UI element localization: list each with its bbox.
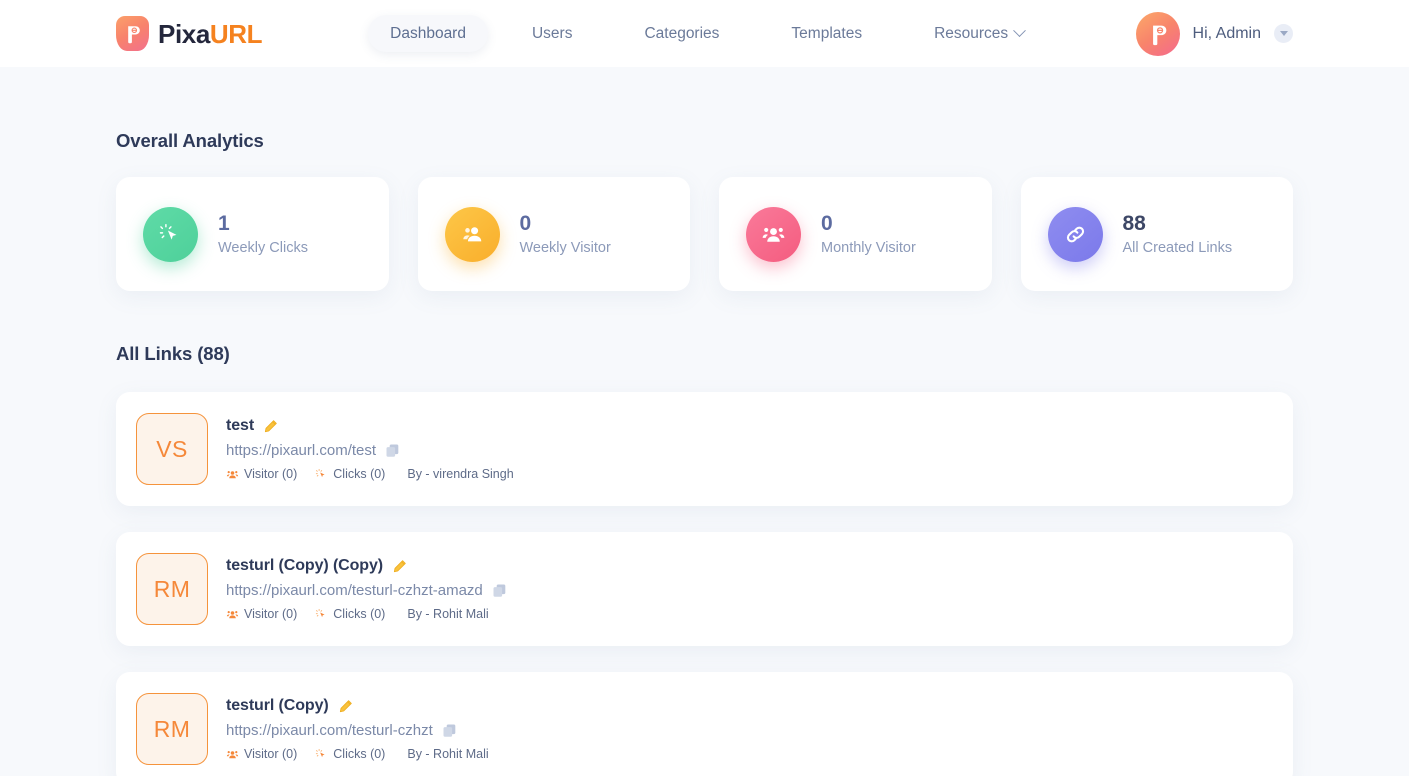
nav-item-users-label: Users (531, 24, 573, 42)
brand-name: PixaURL (158, 18, 263, 49)
pencil-icon[interactable] (263, 419, 278, 434)
link-meta-row: Visitor (0) Clicks (0) By - Rohit Mali (226, 607, 507, 621)
link-details: test https://pixaurl.com/test (226, 417, 514, 481)
link-author: By - Rohit Mali (407, 747, 489, 761)
avatar[interactable] (1135, 11, 1180, 56)
nav-item-resources[interactable]: Resources (912, 15, 1046, 53)
link-meta-row: Visitor (0) Clicks (0) By - Rohit Mali (226, 747, 489, 761)
link-clicks-label: Clicks (0) (333, 607, 386, 621)
stat-value-weekly-visitor: 0 (519, 212, 532, 236)
stat-label-weekly-visitor: Weekly Visitor (519, 239, 611, 256)
chevron-down-icon (1013, 24, 1027, 38)
copy-icon[interactable] (442, 723, 457, 738)
link-title: testurl (Copy) (Copy) (226, 557, 384, 574)
user-menu[interactable]: Hi, Admin (1135, 11, 1293, 56)
link-title-row: testurl (Copy) (226, 697, 489, 715)
link-icon (1047, 206, 1103, 262)
visitor-users-icon (226, 608, 239, 621)
stat-label-weekly-clicks: Weekly Clicks (218, 239, 308, 256)
link-title: testurl (Copy) (226, 697, 329, 714)
nav-item-categories-label: Categories (644, 24, 720, 42)
link-author: By - Rohit Mali (407, 607, 489, 621)
stat-card-weekly-visitor-text: 0 Weekly Visitor (520, 212, 611, 255)
visitor-users-icon (226, 468, 239, 481)
link-visitor-count: Visitor (0) (226, 747, 297, 761)
nav-item-categories[interactable]: Categories (622, 15, 741, 53)
user-group-icon (746, 206, 801, 262)
link-clicks-count: Clicks (0) (315, 607, 385, 621)
user-greeting: Hi, Admin (1192, 24, 1261, 42)
nav-item-resources-label: Resources (934, 24, 1009, 42)
link-url[interactable]: https://pixaurl.com/test (226, 442, 377, 459)
link-visitor-count: Visitor (0) (226, 467, 297, 481)
clicks-cursor-icon (315, 748, 328, 761)
copy-icon[interactable] (385, 443, 400, 458)
link-clicks-count: Clicks (0) (315, 467, 385, 481)
stat-value-monthly-visitor: 0 (821, 212, 833, 236)
stat-card-weekly-clicks-text: 1 Weekly Clicks (218, 212, 308, 255)
link-owner-initials: VS (136, 413, 208, 485)
caret-down-icon[interactable] (1274, 24, 1293, 43)
link-url-row: https://pixaurl.com/testurl-czhzt (226, 722, 489, 739)
page-content: Overall Analytics 1 Weekly Clicks (0, 67, 1409, 776)
link-clicks-label: Clicks (0) (333, 467, 386, 481)
clicks-cursor-icon (315, 608, 328, 621)
stat-card-weekly-visitor: 0 Weekly Visitor (417, 177, 690, 291)
link-details: testurl (Copy) (Copy) https://pixaurl.co… (226, 557, 507, 621)
link-url-row: https://pixaurl.com/test (226, 442, 514, 459)
nav-item-users[interactable]: Users (510, 15, 594, 53)
link-details: testurl (Copy) https://pixaurl.com/testu… (226, 697, 489, 761)
pixaurl-shield-link-icon (116, 16, 149, 51)
nav-item-dashboard-label: Dashboard (390, 24, 466, 42)
link-owner-initials: RM (136, 693, 208, 765)
pencil-icon[interactable] (338, 699, 353, 714)
users-icon (444, 206, 500, 262)
pencil-icon[interactable] (392, 559, 407, 574)
link-url[interactable]: https://pixaurl.com/testurl-czhzt (226, 722, 433, 739)
nav-item-templates-label: Templates (791, 24, 863, 42)
analytics-section-title: Overall Analytics (116, 130, 264, 151)
link-clicks-count: Clicks (0) (315, 747, 385, 761)
link-title: test (226, 417, 255, 434)
visitor-users-icon (226, 748, 239, 761)
link-visitor-label: Visitor (0) (244, 467, 298, 481)
link-url-row: https://pixaurl.com/testurl-czhzt-amazd (226, 582, 507, 599)
list-item[interactable]: RM testurl (Copy) https://pixaurl.com/te… (116, 672, 1293, 776)
nav-item-dashboard[interactable]: Dashboard (368, 14, 488, 53)
link-visitor-label: Visitor (0) (244, 607, 298, 621)
clicks-cursor-icon (315, 468, 328, 481)
stat-card-monthly-visitor: 0 Monthly Visitor (719, 177, 992, 291)
stat-card-weekly-clicks: 1 Weekly Clicks (116, 177, 389, 291)
stat-value-all-created-links: 88 (1122, 212, 1146, 236)
links-list: VS test https://pixaurl.com/test (116, 392, 1293, 776)
link-author: By - virendra Singh (407, 467, 514, 481)
link-url[interactable]: https://pixaurl.com/testurl-czhzt-amazd (226, 582, 483, 599)
stat-card-all-created-links: 88 All Created Links (1020, 177, 1293, 291)
brand-logo[interactable]: PixaURL (116, 16, 263, 51)
link-visitor-label: Visitor (0) (244, 747, 298, 761)
app-header: PixaURL Dashboard Users Categories Templ… (0, 0, 1409, 67)
analytics-cards: 1 Weekly Clicks 0 Weekly Visitor (116, 177, 1293, 291)
stat-value-weekly-clicks: 1 (218, 212, 230, 236)
link-owner-initials: RM (136, 553, 208, 625)
link-meta-row: Visitor (0) Clicks (0) By - virendra Sin… (226, 467, 514, 481)
nav-item-templates[interactable]: Templates (769, 15, 884, 53)
list-item[interactable]: RM testurl (Copy) (Copy) https://pixaurl… (116, 532, 1293, 646)
list-item[interactable]: VS test https://pixaurl.com/test (116, 392, 1293, 506)
stat-label-all-created-links: All Created Links (1122, 239, 1233, 256)
link-title-row: testurl (Copy) (Copy) (226, 557, 507, 575)
link-title-row: test (226, 417, 514, 435)
stat-label-monthly-visitor: Monthly Visitor (821, 239, 916, 256)
stat-card-monthly-visitor-text: 0 Monthly Visitor (821, 212, 916, 255)
link-clicks-label: Clicks (0) (333, 747, 386, 761)
copy-icon[interactable] (492, 583, 507, 598)
links-section-title: All Links (88) (116, 343, 230, 364)
cursor-click-icon (143, 206, 198, 262)
brand-name-primary: Pixa (158, 18, 210, 49)
main-navigation: Dashboard Users Categories Templates Res… (368, 14, 1046, 53)
stat-card-all-created-links-text: 88 All Created Links (1123, 212, 1233, 255)
brand-name-secondary: URL (209, 18, 263, 49)
link-visitor-count: Visitor (0) (226, 607, 297, 621)
